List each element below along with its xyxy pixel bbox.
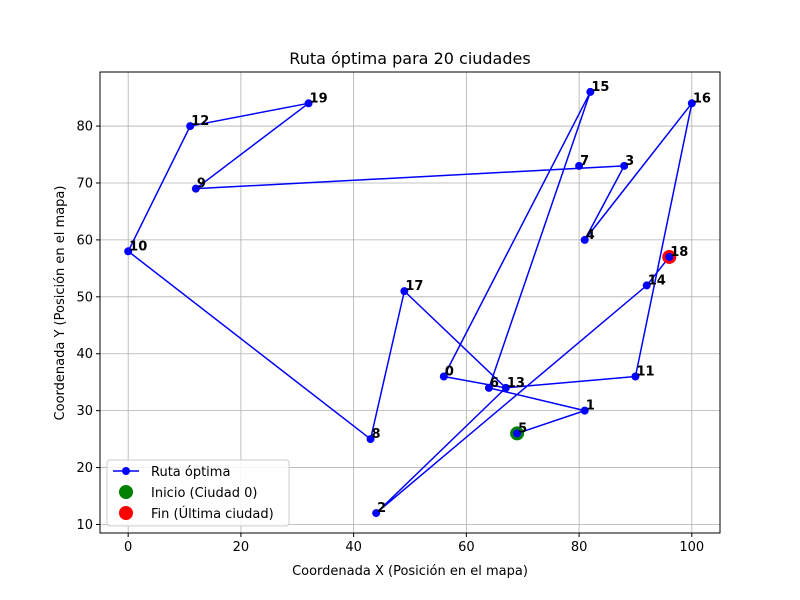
x-tick-label: 40 (345, 540, 362, 555)
city-label: 14 (648, 273, 666, 288)
x-tick-label: 0 (124, 540, 132, 555)
city-label: 12 (191, 114, 209, 129)
y-tick-label: 70 (76, 176, 93, 191)
y-tick-label: 20 (76, 461, 93, 476)
plot-frame (99, 71, 721, 534)
city-point (366, 435, 375, 444)
city-point (580, 235, 589, 244)
city-label: 15 (591, 80, 609, 95)
city-label: 2 (377, 501, 386, 516)
y-tick-label: 50 (76, 290, 93, 305)
x-tick-label: 80 (571, 540, 588, 555)
city-point (586, 87, 595, 96)
city-point (665, 252, 674, 261)
city-label: 17 (405, 279, 423, 294)
city-point (631, 372, 640, 381)
legend-start-swatch (119, 485, 133, 499)
legend: Ruta óptima Inicio (Ciudad 0) Fin (Última … (106, 459, 290, 527)
city-label: 0 (445, 364, 454, 379)
y-tick-label: 30 (76, 404, 93, 419)
city-point (400, 287, 409, 296)
city-label: 8 (372, 427, 381, 442)
route-line (127, 91, 693, 514)
city-label: 4 (586, 228, 595, 243)
city-point (191, 184, 200, 193)
city-label: 6 (490, 376, 499, 391)
legend-box (106, 459, 290, 527)
city-label: 13 (507, 376, 525, 391)
city-point (620, 161, 629, 170)
y-tick-label: 60 (76, 233, 93, 248)
city-point (501, 383, 510, 392)
legend-route-marker (122, 467, 130, 475)
route-layer (127, 91, 693, 514)
x-tick-label: 60 (458, 540, 475, 555)
city-label: 10 (129, 239, 147, 254)
legend-label: Ruta óptima (151, 465, 230, 480)
city-label: 19 (310, 91, 328, 106)
city-point (439, 372, 448, 381)
city-point (186, 122, 195, 131)
city-point (513, 429, 522, 438)
legend-label: Inicio (Ciudad 0) (151, 486, 257, 501)
city-point (580, 406, 589, 415)
y-tick-label: 10 (76, 518, 93, 533)
legend-end-swatch (119, 506, 133, 520)
y-tick-label: 40 (76, 347, 93, 362)
y-axis-title: Coordenada Y (Posición en el mapa) (53, 186, 68, 421)
city-point (304, 99, 313, 108)
city-point (484, 383, 493, 392)
city-label: 3 (625, 154, 634, 169)
city-label: 18 (670, 245, 688, 260)
city-point (687, 99, 696, 108)
city-point (642, 281, 651, 290)
city-label: 5 (518, 421, 527, 436)
x-tick-label: 100 (679, 540, 704, 555)
markers-layer (124, 87, 696, 518)
city-label: 9 (197, 177, 206, 192)
chart-title: Ruta óptima para 20 ciudades (289, 49, 530, 68)
city-point (124, 247, 133, 256)
y-tick-label: 80 (76, 120, 93, 135)
x-axis-title: Coordenada X (Posición en el mapa) (292, 564, 528, 579)
city-label: 16 (693, 91, 711, 106)
city-label: 7 (580, 154, 589, 169)
city-label: 11 (636, 364, 654, 379)
city-point (575, 161, 584, 170)
city-point (372, 509, 381, 518)
city-label: 1 (586, 399, 595, 414)
legend-label: Fin (Última ciudad) (151, 506, 274, 522)
x-tick-label: 20 (233, 540, 250, 555)
